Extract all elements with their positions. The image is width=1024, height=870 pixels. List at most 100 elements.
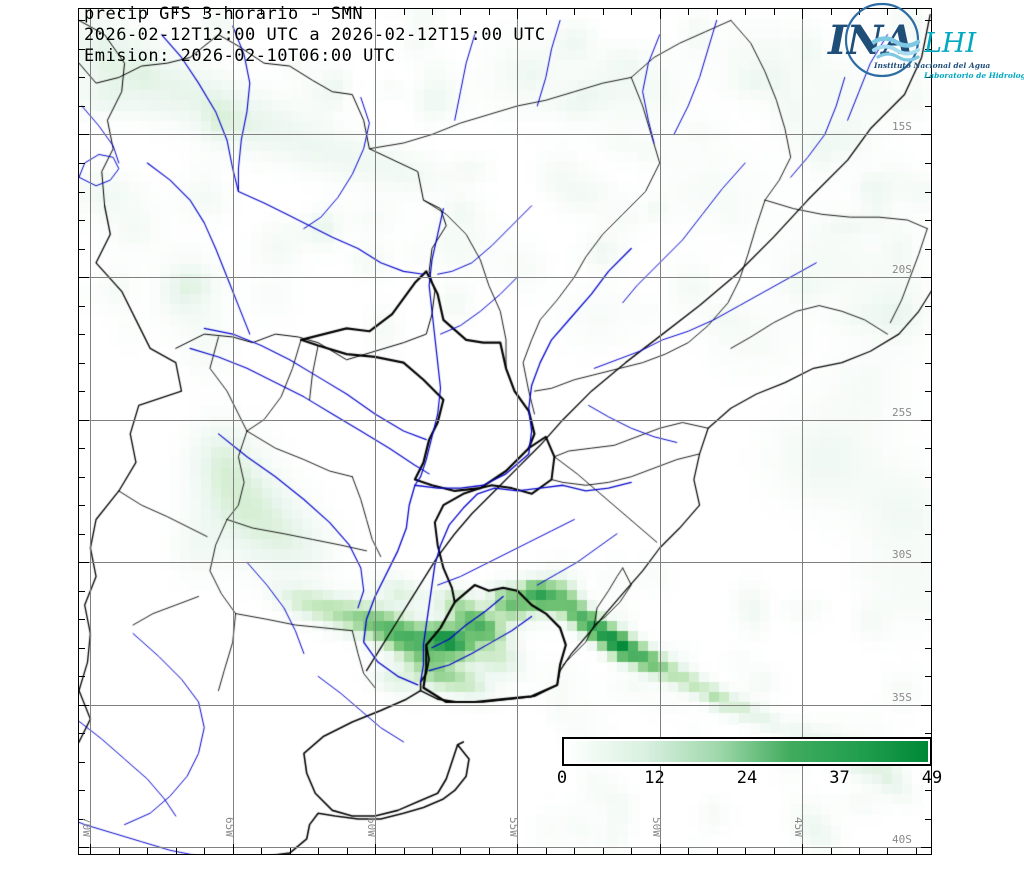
tick-right-19S — [925, 248, 931, 250]
tick-top-65W — [232, 9, 234, 19]
tick-right-36S — [925, 733, 931, 735]
tick-bottom-41W — [915, 848, 917, 854]
tick-top-52W — [602, 9, 604, 15]
tick-left-35S — [79, 704, 89, 706]
tick-bottom-56W — [488, 848, 490, 854]
tick-bottom-57W — [460, 848, 462, 854]
tick-bottom-43W — [858, 848, 860, 854]
colorbar-tick-49: 49 — [921, 768, 943, 788]
tick-left-31S — [79, 590, 85, 592]
tick-right-31S — [925, 590, 931, 592]
tick-left-34S — [79, 676, 85, 678]
tick-right-15S — [921, 134, 931, 136]
gridline-lat-15S — [79, 134, 931, 136]
tick-right-13S — [925, 77, 931, 79]
tick-top-48W — [716, 9, 718, 15]
tick-left-29S — [79, 533, 85, 535]
lon-label-60W: 60W — [365, 817, 379, 837]
tick-left-14S — [79, 105, 85, 107]
gridline-lon-70W — [90, 9, 92, 854]
tick-bottom-47W — [745, 848, 747, 854]
tick-bottom-60W — [375, 844, 377, 854]
tick-top-69W — [118, 9, 120, 15]
tick-left-28S — [79, 505, 85, 507]
tick-left-26S — [79, 448, 85, 450]
tick-top-57W — [460, 9, 462, 15]
tick-bottom-55W — [517, 844, 519, 854]
tick-bottom-62W — [318, 848, 320, 854]
lon-label-65W: 65W — [222, 817, 236, 837]
tick-bottom-66W — [204, 848, 206, 854]
tick-bottom-45W — [802, 844, 804, 854]
tick-bottom-68W — [147, 848, 149, 854]
tick-left-25S — [79, 419, 89, 421]
tick-top-54W — [545, 9, 547, 15]
tick-left-33S — [79, 647, 85, 649]
lat-label-20S: 20S — [892, 263, 912, 277]
tick-left-22S — [79, 334, 85, 336]
gridline-lon-60W — [375, 9, 377, 854]
lon-label-70W: 70W — [80, 817, 94, 837]
tick-bottom-58W — [431, 848, 433, 854]
tick-bottom-63W — [289, 848, 291, 854]
tick-left-16S — [79, 163, 85, 164]
tick-bottom-51W — [631, 848, 633, 854]
tick-top-46W — [773, 9, 775, 15]
tick-top-44W — [830, 9, 832, 15]
tick-top-59W — [403, 9, 405, 15]
colorbar[interactable]: 0 12 24 37 49 — [557, 737, 942, 788]
tick-bottom-53W — [574, 848, 576, 854]
tick-right-26S — [925, 448, 931, 450]
tick-left-17S — [79, 191, 85, 193]
tick-top-51W — [631, 9, 633, 15]
tick-bottom-42W — [887, 848, 889, 854]
tick-left-24S — [79, 391, 85, 393]
lat-label-40S: 40S — [892, 833, 912, 847]
tick-right-34S — [925, 676, 931, 678]
tick-left-27S — [79, 476, 85, 478]
tick-right-14S — [925, 105, 931, 107]
tick-left-18S — [79, 220, 85, 222]
tick-top-68W — [147, 9, 149, 15]
page-title: precip GFS 3-horario - SMN 2026-02-12T12… — [84, 4, 546, 67]
tick-right-20S — [921, 277, 931, 279]
tick-bottom-69W — [118, 848, 120, 854]
gridline-lat-40S — [79, 847, 931, 849]
tick-right-29S — [925, 533, 931, 535]
lat-label-35S: 35S — [892, 690, 912, 704]
logo-lhi-text: LHI — [923, 28, 977, 59]
tick-top-42W — [887, 9, 889, 15]
tick-left-11S — [79, 20, 85, 22]
tick-top-60W — [375, 9, 377, 19]
tick-bottom-54W — [545, 848, 547, 854]
lat-label-30S: 30S — [892, 548, 912, 562]
tick-bottom-48W — [716, 848, 718, 854]
tick-top-47W — [745, 9, 747, 15]
gridline-lat-20S — [79, 277, 931, 279]
tick-top-50W — [659, 9, 661, 19]
tick-top-41W — [915, 9, 917, 15]
gridline-lon-50W — [659, 9, 661, 854]
tick-left-15S — [79, 134, 89, 136]
tick-right-30S — [921, 562, 931, 564]
gridline-lat-30S — [79, 562, 931, 564]
title-line-2: 2026-02-12T12:00 UTC a 2026-02-12T15:00 … — [84, 25, 546, 45]
tick-top-61W — [346, 9, 348, 15]
tick-right-17S — [925, 191, 931, 193]
gridline-lon-65W — [232, 9, 234, 854]
tick-right-12S — [925, 48, 931, 50]
lon-label-45W: 45W — [792, 817, 806, 837]
gridline-lon-55W — [517, 9, 519, 854]
gridline-lon-45W — [802, 9, 804, 854]
tick-top-64W — [261, 9, 263, 15]
gridline-lat-25S — [79, 419, 931, 421]
tick-bottom-49W — [688, 848, 690, 854]
map-plot-area[interactable] — [78, 8, 932, 855]
ina-lhi-logo: INA LHI Instituto Nacional del Agua Labo… — [812, 2, 1024, 82]
title-line-3: Emision: 2026-02-10T06:00 UTC — [84, 46, 396, 66]
gridline-lat-35S — [79, 704, 931, 706]
precipitation-field-wrapper — [79, 9, 931, 854]
tick-left-23S — [79, 362, 85, 364]
tick-bottom-44W — [830, 848, 832, 854]
